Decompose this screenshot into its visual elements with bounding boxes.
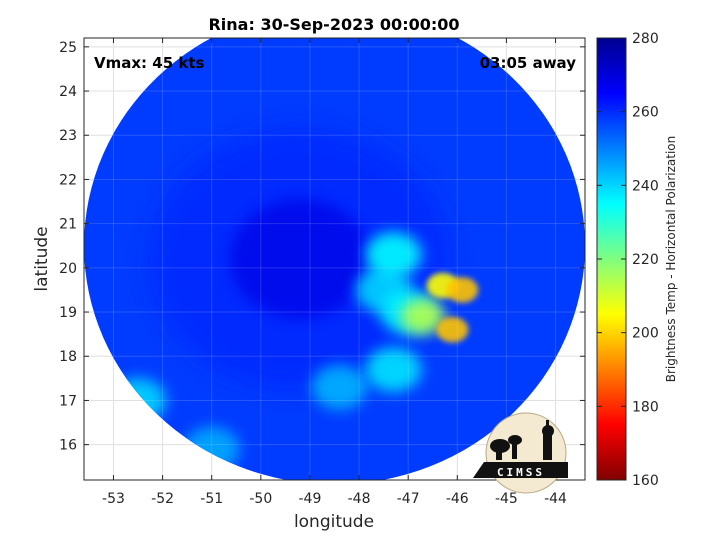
x-tick-label: -45 [495,491,518,507]
y-tick-label: 20 [59,261,77,277]
x-axis: -53 -52 -51 -50 -49 -48 -47 -46 -45 -44 [102,38,567,507]
y-tick-label: 18 [59,349,77,365]
time-away-annotation: 03:05 away [480,54,577,72]
convective-feature [365,232,422,277]
y-axis: 16 17 18 19 20 21 22 23 24 25 [59,40,585,454]
y-tick-label: 25 [59,40,77,56]
convective-feature [365,347,422,392]
colorbar-label: Brightness Temp - Horizontal Polarizatio… [664,136,678,383]
y-axis-label: latitude [32,226,52,291]
logo-silhouette [473,420,568,478]
x-tick-label: -52 [151,491,174,507]
y-tick-label: 22 [59,172,77,188]
chart-title: Rina: 30-Sep-2023 00:00:00 [208,15,459,34]
colorbar-tick-label: 200 [632,326,659,342]
convective-feature [400,298,445,335]
y-tick-label: 24 [59,84,77,100]
colorbar-tick-label: 220 [632,252,659,268]
y-tick-label: 21 [59,217,77,233]
vmax-annotation: Vmax: 45 kts [94,54,204,72]
colorbar-ticks: 160 180 200 220 240 260 280 [597,31,659,489]
x-tick-label: -46 [446,491,469,507]
convective-feature [446,277,479,303]
x-tick-label: -53 [102,491,125,507]
logo-text: CIMSS [497,466,545,479]
colorbar-tick-label: 180 [632,399,659,415]
y-tick-label: 16 [59,438,77,454]
y-tick-label: 19 [59,305,77,321]
x-tick-label: -51 [200,491,223,507]
eye-region [230,199,371,319]
x-tick-label: -44 [544,491,567,507]
cimss-logo: CIMSS [473,412,568,494]
y-tick-label: 17 [59,393,77,409]
x-tick-label: -49 [299,491,322,507]
colorbar-tick-label: 240 [632,178,659,194]
x-tick-label: -48 [348,491,371,507]
colorbar-tick-label: 260 [632,105,659,121]
x-tick-label: -47 [397,491,420,507]
grid-overlay [84,38,585,480]
brightness-temp-swath [84,38,585,480]
colorbar-tick-label: 280 [632,31,659,47]
plot-frame [83,37,586,481]
convective-feature [311,364,368,410]
convective-feature [436,316,469,343]
colorbar-tick-label: 160 [632,473,659,489]
x-tick-label: -50 [249,491,272,507]
x-axis-label: longitude [294,512,374,532]
y-tick-label: 23 [59,128,77,144]
